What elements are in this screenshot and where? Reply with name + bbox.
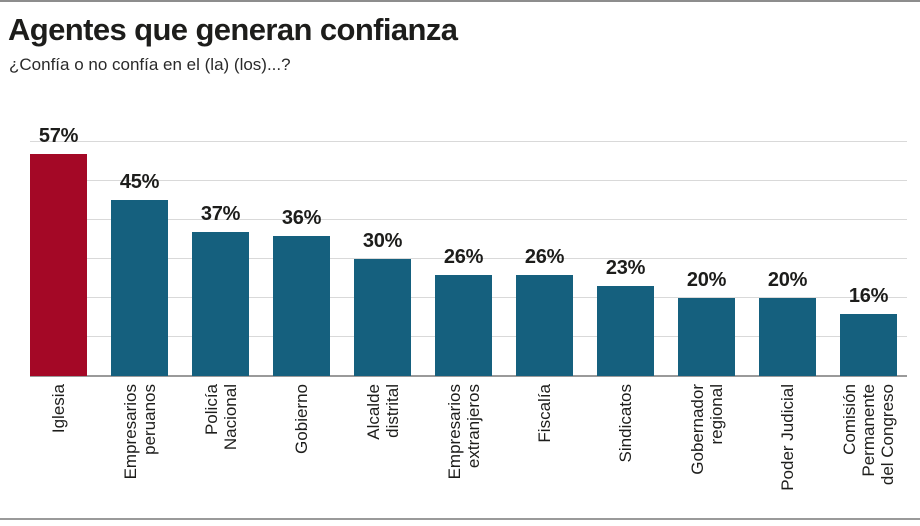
bar-category-label: Poder Judicial — [778, 384, 797, 491]
bar-value-label: 57% — [38, 125, 79, 147]
bar — [111, 200, 168, 376]
bar — [273, 236, 330, 376]
bar-value-label: 20% — [686, 269, 727, 291]
bar-category-label: Empresarios peruanos — [120, 384, 159, 480]
chart-title: Agentes que generan confianza — [8, 12, 458, 47]
bar — [597, 286, 654, 376]
bar-value-label: 36% — [281, 207, 322, 229]
bar-category-label: Policía Nacional — [201, 384, 240, 451]
bar-category-label: Iglesia — [49, 384, 68, 434]
bar-category-label: Comisión Permanente del Congreso — [840, 384, 897, 486]
bar-value-label: 23% — [605, 257, 646, 279]
top-rule — [0, 0, 920, 2]
bar — [192, 232, 249, 376]
bar-value-label: 26% — [524, 246, 565, 268]
bar-category-label: Gobierno — [292, 384, 311, 454]
gridline-60% — [30, 141, 907, 142]
bar-category-label: Alcalde distrital — [363, 384, 402, 440]
bar — [840, 314, 897, 376]
bar-category-label: Fiscalía — [535, 384, 554, 443]
bar — [759, 298, 816, 376]
bar — [30, 154, 87, 376]
x-axis-line — [30, 375, 907, 377]
bar-category-label: Sindicatos — [616, 384, 635, 463]
bar-category-label: Empresarios extranjeros — [444, 384, 483, 480]
bar-category-label: Gobernador regional — [687, 384, 726, 475]
gridline-40% — [30, 219, 907, 220]
bar-value-label: 37% — [200, 203, 241, 225]
bar-value-label: 45% — [119, 171, 160, 193]
bar-value-label: 20% — [767, 269, 808, 291]
bar-value-label: 30% — [362, 230, 403, 252]
bar — [354, 259, 411, 376]
bottom-rule — [0, 518, 920, 520]
chart-subtitle: ¿Confía o no confía en el (la) (los)...? — [9, 55, 291, 74]
gridline-30% — [30, 258, 907, 259]
bar-value-label: 26% — [443, 246, 484, 268]
bar — [435, 275, 492, 376]
bar-value-label: 16% — [848, 285, 889, 307]
gridline-50% — [30, 180, 907, 181]
bar — [678, 298, 735, 376]
bar — [516, 275, 573, 376]
